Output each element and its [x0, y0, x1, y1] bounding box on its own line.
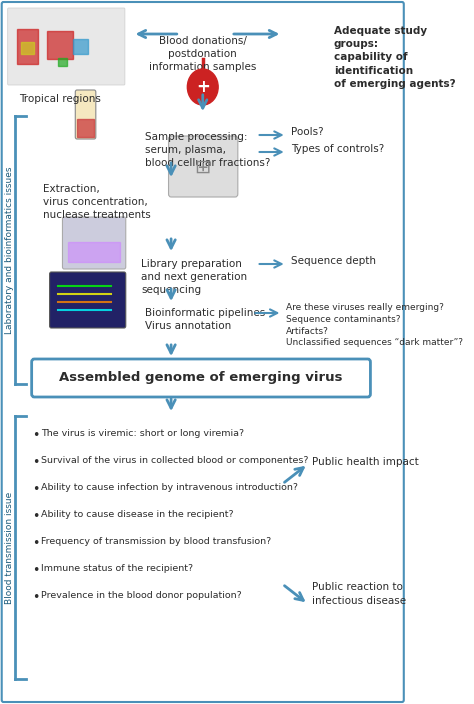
Text: •: •	[33, 429, 40, 442]
FancyBboxPatch shape	[63, 217, 126, 269]
Text: Blood transmission issue: Blood transmission issue	[5, 491, 14, 603]
Text: Are these viruses really emerging?
Sequence contaminants?
Artifacts?
Unclassifie: Are these viruses really emerging? Seque…	[286, 303, 463, 347]
Bar	[77, 119, 94, 137]
Text: •: •	[33, 564, 40, 577]
Bar	[73, 39, 88, 54]
Text: Public reaction to
infectious disease: Public reaction to infectious disease	[312, 582, 406, 605]
Text: •: •	[33, 537, 40, 550]
FancyBboxPatch shape	[50, 272, 126, 328]
Bar	[47, 31, 73, 59]
Bar	[58, 58, 67, 66]
FancyBboxPatch shape	[8, 8, 125, 85]
Text: •: •	[33, 510, 40, 523]
Text: Frequency of transmission by blood transfusion?: Frequency of transmission by blood trans…	[41, 537, 271, 546]
Text: Ability to cause infection by intravenous introduction?: Ability to cause infection by intravenou…	[41, 483, 298, 492]
Text: The virus is viremic: short or long viremia?: The virus is viremic: short or long vire…	[41, 429, 244, 438]
Text: Prevalence in the blood donor population?: Prevalence in the blood donor population…	[41, 591, 242, 600]
Bar	[21, 42, 34, 54]
Text: +: +	[196, 78, 210, 96]
Circle shape	[187, 69, 218, 105]
Text: Adequate study groups:
capability of identification
of emerging agents?: Adequate study groups: capability of ide…	[334, 26, 455, 89]
FancyBboxPatch shape	[2, 2, 404, 702]
FancyBboxPatch shape	[75, 90, 96, 139]
Text: Immune status of the recipient?: Immune status of the recipient?	[41, 564, 193, 573]
FancyBboxPatch shape	[32, 359, 370, 397]
Bar	[68, 242, 120, 262]
Text: Pools?: Pools?	[291, 127, 323, 137]
Text: Survival of the virus in collected blood or componentes?: Survival of the virus in collected blood…	[41, 456, 309, 465]
Text: Sample processing:
serum, plasma,
blood cellular fractions?: Sample processing: serum, plasma, blood …	[146, 132, 271, 168]
Text: Bioinformatic pipelines
Virus annotation: Bioinformatic pipelines Virus annotation	[146, 308, 266, 331]
Text: ⊞: ⊞	[194, 158, 211, 177]
Text: Assembled genome of emerging virus: Assembled genome of emerging virus	[59, 372, 343, 384]
Text: Types of controls?: Types of controls?	[291, 144, 384, 154]
Text: Library preparation
and next generation
sequencing: Library preparation and next generation …	[141, 259, 247, 296]
Text: Tropical regions: Tropical regions	[19, 94, 101, 104]
Bar	[17, 29, 38, 64]
Text: Sequence depth: Sequence depth	[291, 256, 376, 266]
Text: •: •	[33, 591, 40, 604]
Text: •: •	[33, 483, 40, 496]
Text: Blood donations/
postdonation
information samples: Blood donations/ postdonation informatio…	[149, 36, 256, 73]
Text: Extraction,
virus concentration,
nuclease treatments: Extraction, virus concentration, nucleas…	[43, 184, 151, 220]
Text: •: •	[33, 456, 40, 469]
FancyBboxPatch shape	[169, 136, 238, 197]
Text: Public health impact: Public health impact	[312, 457, 419, 467]
Text: Laboratory and bioinformatics issues: Laboratory and bioinformatics issues	[5, 166, 14, 334]
Text: Ability to cause disease in the recipient?: Ability to cause disease in the recipien…	[41, 510, 234, 519]
